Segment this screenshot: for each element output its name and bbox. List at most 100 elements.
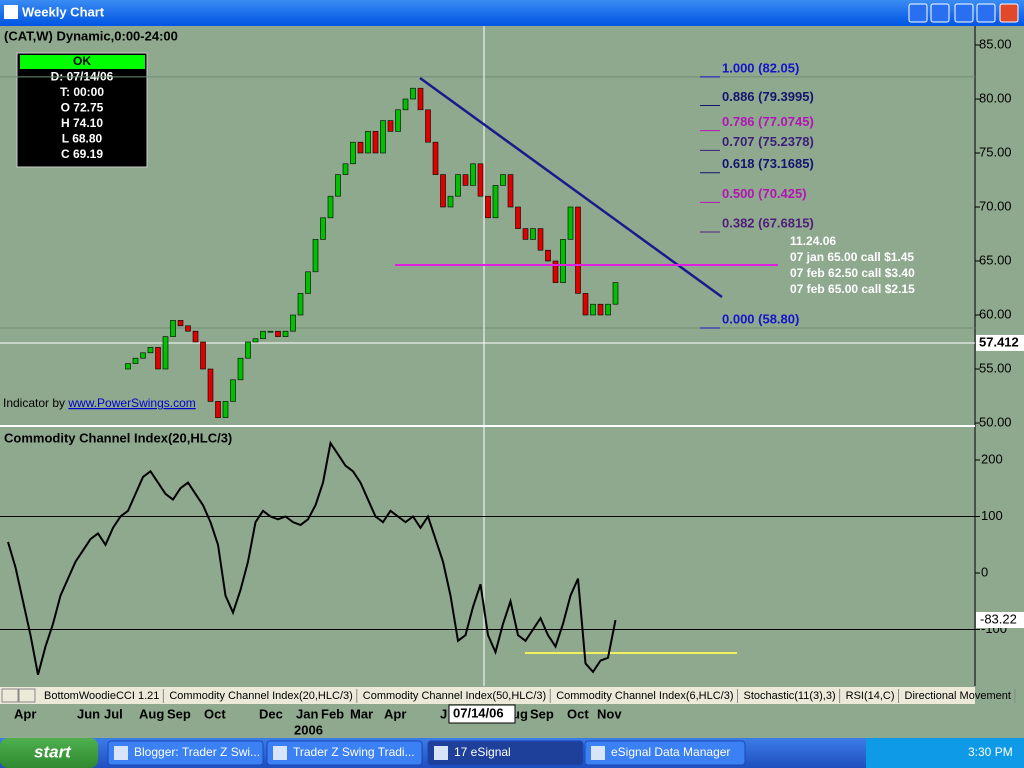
x-year-label: 2006 — [294, 722, 323, 737]
y-tick-label: 60.00 — [979, 306, 1012, 321]
candle — [537, 228, 544, 251]
button[interactable] — [930, 3, 950, 23]
candle — [275, 330, 281, 337]
tab[interactable]: BottomWoodieCCI 1.21 — [44, 690, 159, 702]
menu-button[interactable] — [908, 3, 928, 23]
candle — [492, 185, 499, 219]
tab[interactable]: Commodity Channel Index(20,HLC/3) — [169, 690, 352, 702]
candle — [125, 363, 131, 370]
x-tick-label: Oct — [204, 706, 226, 721]
candle — [447, 195, 454, 208]
candle — [185, 325, 191, 332]
taskbar-icon — [114, 746, 128, 760]
x-tick-label: Jun — [77, 706, 100, 721]
candle — [507, 174, 514, 208]
y-tick-label: 100 — [981, 508, 1003, 523]
candle — [560, 239, 566, 283]
candle — [530, 228, 536, 240]
info-line: L 68.80 — [62, 132, 103, 146]
x-tick-label: Apr — [384, 706, 406, 721]
tab[interactable]: Commodity Channel Index(6,HLC/3) — [556, 690, 733, 702]
fib-label: 1.000 (82.05) — [722, 60, 799, 75]
info-bg — [16, 52, 148, 168]
chart-header: (CAT,W) Dynamic,0:00-24:00 — [4, 28, 178, 43]
cci-title: Commodity Channel Index(20,HLC/3) — [4, 430, 232, 445]
candle — [380, 120, 386, 154]
candle — [297, 293, 304, 316]
tab-scroll-left[interactable] — [1, 688, 19, 703]
x-tick-label: Oct — [567, 706, 589, 721]
candle — [387, 120, 394, 132]
candle — [500, 174, 506, 186]
candle — [267, 330, 274, 333]
candle — [170, 320, 176, 337]
info-line: H 74.10 — [61, 116, 103, 130]
candle — [342, 163, 349, 175]
taskbar-item[interactable] — [266, 740, 423, 766]
candle — [395, 109, 401, 132]
candle — [582, 293, 589, 316]
candle — [155, 347, 161, 370]
tab[interactable]: Commodity Channel Index(50,HLC/3) — [363, 690, 546, 702]
candle — [305, 271, 311, 294]
candle — [567, 206, 574, 240]
x-tick-label: Sep — [530, 706, 554, 721]
candle — [282, 330, 289, 337]
candle — [207, 368, 214, 402]
taskbar-item[interactable] — [427, 740, 584, 766]
cci-last-bg — [976, 612, 1024, 629]
candle — [552, 260, 559, 283]
candle — [222, 401, 229, 418]
candle — [350, 141, 356, 165]
note: 07 feb 65.00 call $2.15 — [790, 282, 915, 296]
x-tick-label: Jan — [296, 706, 318, 721]
note: 07 jan 65.00 call $1.45 — [790, 250, 914, 264]
candle — [605, 303, 611, 316]
taskbar-item[interactable] — [107, 740, 264, 766]
crosshair-date-bg — [448, 704, 516, 724]
candle — [545, 249, 551, 262]
y-tick-label: 80.00 — [979, 90, 1012, 105]
taskbar-label: Trader Z Swing Tradi... — [293, 745, 415, 759]
candle — [477, 163, 484, 197]
candle — [455, 174, 461, 197]
credit-link[interactable]: www.PowerSwings.com — [67, 396, 195, 410]
restore-button[interactable] — [976, 3, 996, 23]
taskbar-label: eSignal Data Manager — [611, 745, 730, 759]
y-tick-label: 0 — [981, 564, 988, 579]
minimize-button[interactable] — [954, 3, 974, 23]
title-bar — [0, 0, 1024, 26]
x-tick-label: Feb — [321, 706, 344, 721]
candle — [425, 109, 431, 143]
tab-bar — [0, 687, 975, 704]
candle — [140, 352, 146, 359]
candle — [590, 303, 596, 316]
taskbar-icon — [273, 746, 287, 760]
x-tick-label: Nov — [597, 706, 622, 721]
trend-line — [419, 76, 723, 299]
fib-label: 0.886 (79.3995) — [722, 89, 814, 104]
cci-last: -83.22 — [980, 611, 1017, 626]
taskbar-item[interactable] — [584, 740, 746, 766]
start-button[interactable] — [0, 738, 98, 768]
candle — [147, 347, 154, 354]
close-button[interactable] — [999, 3, 1019, 23]
candle — [290, 314, 296, 332]
crosshair-price-bg — [976, 334, 1024, 351]
candle — [410, 87, 416, 100]
tab-scroll-right[interactable] — [18, 688, 36, 703]
note: 07 feb 62.50 call $3.40 — [790, 266, 915, 280]
tab[interactable]: RSI(14,C) — [846, 690, 895, 702]
x-tick-label: Sep — [167, 706, 191, 721]
x-tick-label: ug — [512, 706, 528, 721]
candle — [237, 357, 244, 381]
tab[interactable]: Stochastic(11(3),3) — [744, 690, 836, 702]
tab[interactable]: Directional Movement — [905, 690, 1011, 702]
x-tick-label: Dec — [259, 706, 283, 721]
credit-text: Indicator by — [3, 396, 68, 410]
app-icon — [4, 5, 18, 19]
y-tick-label: 65.00 — [979, 252, 1012, 267]
candle — [485, 195, 491, 219]
candle — [575, 206, 581, 294]
